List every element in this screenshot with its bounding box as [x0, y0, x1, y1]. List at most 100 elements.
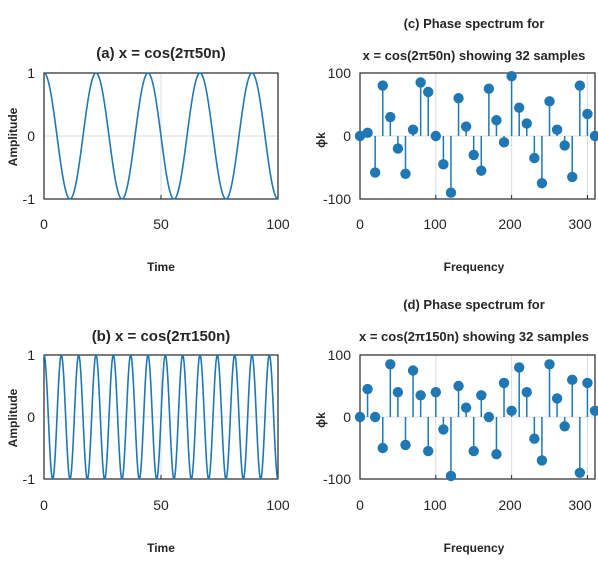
panel-c-stem-marker-28	[567, 171, 578, 183]
panel-c-stem-marker-20	[506, 70, 517, 82]
panel-a-ytick-bottom: -1	[23, 191, 36, 207]
panel-d-xtick-1: 100	[423, 497, 447, 513]
panel-d-xlabel: Frequency	[444, 541, 505, 555]
panel-c-stem-marker-10	[430, 130, 442, 142]
panel-c-ylabel: ϕk	[314, 132, 328, 148]
panel-d-xtick-3: 300	[568, 497, 592, 513]
panel-d-stem-marker-1	[362, 383, 373, 395]
panel-d-stem-marker-27	[559, 421, 570, 432]
panel-c-stem-marker-25	[544, 96, 555, 107]
panel-d-stem-marker-4	[385, 359, 396, 370]
panel-d-stem-marker-29	[574, 467, 586, 478]
panel-d-stem-marker-30	[582, 377, 593, 389]
panel-b-xtick-2: 100	[266, 497, 290, 513]
panel-d-stem-marker-17	[483, 411, 495, 423]
panel-d-stem-marker-23	[529, 433, 540, 444]
panel-a-plot-area	[43, 72, 279, 200]
panel-d-stem-marker-6	[400, 439, 411, 451]
panel-d-stem-marker-22	[521, 387, 532, 398]
panel-d-stem-marker-26	[551, 393, 563, 404]
panel-c-plot-area	[354, 70, 598, 198]
panel-d-stem-marker-14	[460, 402, 472, 413]
panel-c-stem-marker-26	[551, 124, 563, 135]
panel-d-stem-marker-10	[430, 387, 442, 398]
panel-d-stem-marker-21	[513, 362, 525, 373]
panel-c-xtick-1: 100	[423, 216, 447, 232]
panel-d-stem-marker-8	[415, 390, 426, 401]
panel-c-stem-marker-14	[460, 121, 472, 132]
panel-c-stem-marker-31	[589, 130, 598, 142]
panel-c-stem-marker-30	[582, 108, 593, 120]
panel-c-stem-marker-2	[369, 167, 381, 178]
panel-d-grid	[359, 355, 595, 479]
panel-c-stem-marker-13	[453, 93, 464, 104]
panel-c-xtick-3: 300	[568, 216, 592, 232]
panel-d-stem-marker-28	[567, 374, 578, 385]
panel-d-title-line2: x = cos(2π150n) showing 32 samples	[359, 329, 589, 344]
panel-c-grid	[359, 73, 595, 199]
panel-d-stem-marker-18	[491, 449, 502, 460]
panel-b-xlabel: Time	[147, 541, 175, 555]
panel-d-ytick-mid: 0	[343, 409, 351, 425]
panel-b-axes-box	[43, 354, 279, 480]
panel-a-xtick-1: 50	[153, 216, 169, 232]
panel-a-ytick-top: 1	[27, 65, 35, 81]
panel-b-series-line	[43, 354, 279, 480]
panel-d-ylabel: ϕk	[314, 412, 328, 428]
panel-c-title-line2: x = cos(2π50n) showing 32 samples	[363, 48, 586, 63]
panel-d-stem-marker-20	[506, 405, 517, 416]
panel-c-xtick-0: 0	[356, 216, 364, 232]
panel-b-ytick-mid: 0	[27, 409, 35, 425]
panel-b: (b) x = cos(2π150n) 1 0 -1 0 50 100 Time…	[6, 328, 290, 555]
panel-b-xtick-0: 0	[40, 497, 48, 513]
panel-a-xlabel: Time	[147, 260, 175, 274]
panel-c-stem-marker-5	[392, 143, 404, 154]
panel-c-stem-marker-12	[445, 187, 457, 198]
panel-c-stem-marker-3	[377, 80, 388, 91]
panel-a-ytick-mid: 0	[27, 128, 35, 144]
panel-b-ytick-top: 1	[27, 347, 35, 363]
panel-a-xtick-2: 100	[266, 216, 290, 232]
panel-a-axes-box	[43, 72, 279, 200]
panel-a-title: (a) x = cos(2π50n)	[96, 45, 225, 62]
panel-c-stem-marker-24	[536, 178, 548, 189]
panel-b-ylabel: Amplitude	[6, 388, 20, 447]
panel-d-stem-marker-12	[445, 470, 457, 482]
panel-d-xtick-2: 200	[498, 497, 522, 513]
panel-c-ytick-bottom: -100	[323, 191, 351, 207]
panel-b-title: (b) x = cos(2π150n)	[92, 328, 231, 345]
panel-c-ytick-top: 100	[328, 65, 352, 81]
panel-d-stem-marker-25	[544, 359, 555, 370]
panel-c-stem-marker-16	[476, 165, 487, 176]
panel-d-stem-marker-15	[468, 445, 479, 457]
panel-d-stem-marker-0	[354, 411, 366, 423]
panel-c-xtick-2: 200	[498, 216, 522, 232]
panel-b-xtick-1: 50	[153, 497, 169, 513]
panel-c-stem-marker-21	[513, 102, 525, 113]
panel-a-ylabel: Amplitude	[6, 107, 20, 166]
panel-d-stem-marker-19	[498, 377, 510, 389]
panel-a-series-line	[43, 72, 279, 200]
panel-c-stem-marker-4	[385, 111, 396, 123]
panel-d-ytick-top: 100	[328, 347, 352, 363]
panel-d-ytick-bottom: -100	[323, 471, 351, 487]
panel-d: (d) Phase spectrum for x = cos(2π150n) s…	[314, 297, 598, 555]
panel-a-xtick-0: 0	[40, 216, 48, 232]
panel-d-xtick-0: 0	[356, 497, 364, 513]
panel-d-stem-marker-5	[392, 387, 404, 398]
panel-c-stem-marker-27	[559, 140, 570, 151]
panel-c-stem-marker-1	[362, 127, 373, 139]
panel-b-ytick-bottom: -1	[23, 471, 36, 487]
panel-c-ytick-mid: 0	[343, 128, 351, 144]
panel-d-stem-marker-13	[453, 380, 464, 392]
panel-c-stem-marker-11	[438, 159, 449, 170]
panel-d-stem-marker-7	[407, 365, 419, 376]
panel-c-xlabel: Frequency	[444, 260, 505, 274]
panel-d-stem-marker-3	[377, 442, 388, 454]
panel-c-stem-marker-17	[483, 83, 495, 94]
panel-c: (c) Phase spectrum for x = cos(2π50n) sh…	[314, 16, 598, 274]
panel-c-stem-marker-9	[423, 86, 434, 98]
panel-d-stem-marker-9	[423, 445, 434, 457]
